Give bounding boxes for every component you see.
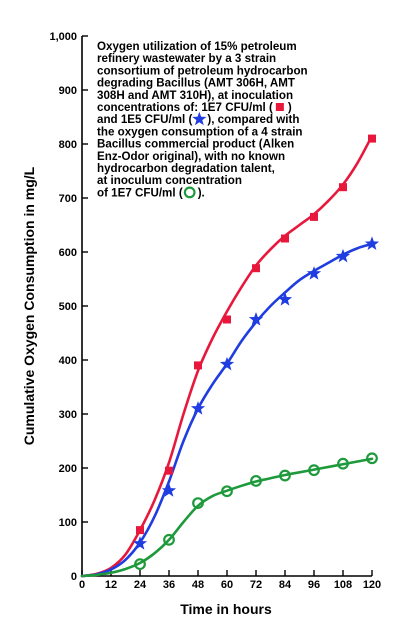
data-point-circle: [250, 475, 262, 487]
data-point-square: [223, 315, 231, 324]
data-point-square: [194, 361, 202, 370]
data-point-star: [335, 248, 351, 263]
y-tick-label: 600: [59, 247, 77, 259]
data-point-square: [252, 264, 260, 273]
data-point-star: [190, 401, 206, 415]
legend-star-icon: [192, 111, 207, 126]
annotation-line-suffix: ): [288, 101, 292, 114]
annotation-line: refinery wastewater by a 3 strain: [97, 52, 276, 65]
series-star-line: [80, 242, 374, 578]
y-axis-title: Cumulative Oxygen Consumption in mg/L: [21, 166, 37, 445]
data-point-circle: [279, 469, 291, 482]
y-tick-label: 0: [71, 571, 77, 583]
y-tick-label: 100: [59, 517, 77, 529]
data-point-square: [281, 234, 289, 243]
data-point-square: [339, 183, 347, 192]
annotation: Oxygen utilization of 15% petroleumrefin…: [97, 40, 308, 199]
annotation-line: degrading Bacillus (AMT 306H, AMT: [97, 77, 295, 90]
x-tick-label: 108: [334, 579, 352, 591]
data-point-star: [248, 312, 264, 326]
annotation-line: and 1E5 CFU/ml (: [97, 113, 192, 126]
annotation-line: consortium of petroleum hydrocarbon: [97, 64, 308, 77]
y-tick-label: 700: [59, 193, 77, 205]
data-point-circle: [308, 464, 320, 477]
x-tick-label: 60: [221, 579, 233, 591]
series-square-line: [80, 134, 374, 578]
data-point-star: [161, 483, 177, 497]
y-tick-label: 900: [59, 85, 77, 97]
data-point-star: [219, 356, 235, 371]
annotation-line: of 1E7 CFU/ml (: [97, 186, 183, 199]
y-tick-label: 200: [59, 463, 77, 475]
x-tick-label: 48: [192, 579, 204, 591]
annotation-line-suffix: ), compared with: [207, 113, 299, 126]
annotation-line: at inoculum concentration: [97, 174, 242, 187]
data-point-square: [136, 526, 144, 535]
data-point-square: [368, 134, 376, 143]
x-tick-label: 72: [250, 579, 262, 591]
y-tick-label: 400: [59, 355, 77, 367]
data-point-square: [165, 466, 173, 475]
series-circle-line: [80, 457, 374, 578]
data-point-star: [132, 536, 148, 550]
curves: [80, 134, 374, 578]
legend-circle-icon: [183, 186, 196, 199]
y-tick-label: 1,000: [49, 31, 77, 43]
x-tick-label: 84: [279, 579, 292, 591]
data-point-square: [310, 212, 318, 221]
x-tick-label: 96: [308, 579, 320, 591]
data-point-circle: [337, 457, 349, 470]
annotation-line-suffix: ).: [198, 186, 205, 199]
data-point-star: [277, 292, 293, 306]
x-tick-label: 12: [105, 579, 117, 591]
y-tick-label: 800: [59, 139, 77, 151]
annotation-line: concentrations of: 1E7 CFU/ml (: [97, 101, 273, 114]
annotation-line: the oxygen consumption of a 4 strain: [97, 125, 303, 138]
data-point-circle: [221, 485, 233, 498]
x-tick-label: 24: [134, 579, 147, 591]
x-axis-title: Time in hours: [180, 601, 272, 617]
axes: 0 100 200 300 400 500 600 700 800 900 1,000 0 12 24 36…: [49, 31, 381, 591]
y-tick-label: 500: [59, 301, 77, 313]
annotation-line: hydrocarbon degradation talent,: [97, 162, 275, 175]
data-point-circle: [134, 558, 146, 571]
annotation-line: Enz-Odor original), with no known: [97, 150, 285, 163]
data-point-star: [364, 236, 380, 250]
markers: [132, 134, 380, 571]
data-point-circle: [366, 452, 378, 465]
x-tick-label: 36: [163, 579, 175, 591]
annotation-line: Bacillus commercial product (Alken: [97, 138, 294, 151]
x-tick-label: 120: [363, 579, 381, 591]
annotation-line: 308H and AMT 310H), at inoculation: [97, 89, 293, 102]
annotation-line: Oxygen utilization of 15% petroleum: [97, 40, 297, 53]
y-tick-label: 300: [59, 409, 77, 421]
data-point-circle: [163, 533, 175, 546]
legend-square-icon: [275, 103, 284, 111]
x-tick-label: 0: [79, 579, 85, 591]
data-point-circle: [192, 497, 204, 510]
data-point-star: [306, 266, 322, 280]
